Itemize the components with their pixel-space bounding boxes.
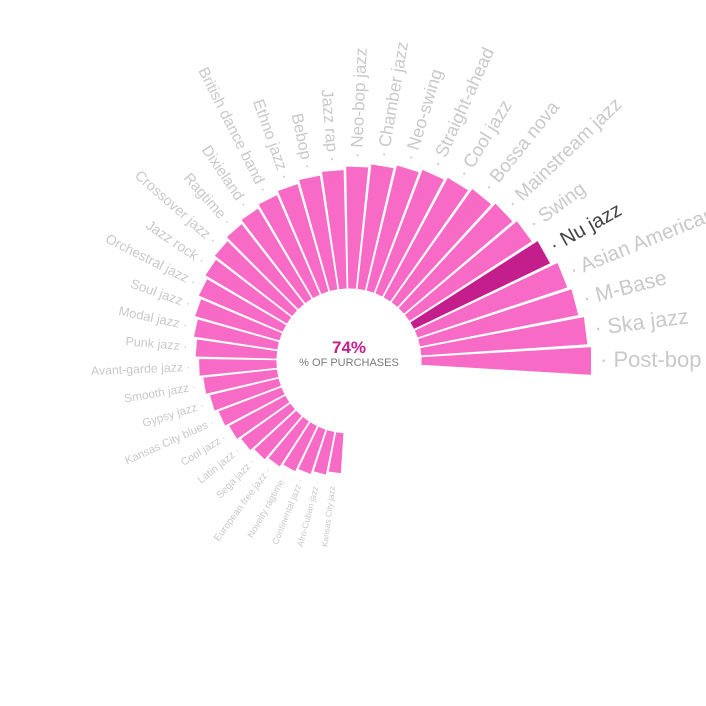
label-kansas-city-jazz: Kansas City jazz · (319, 480, 337, 547)
bar-soul-jazz[interactable] (193, 297, 284, 342)
bar-nu-jazz[interactable] (408, 239, 552, 331)
bar-latin-jazz[interactable] (239, 401, 297, 452)
label-ska-jazz: · Ska jazz (593, 303, 690, 340)
bar-post-bop[interactable] (420, 345, 593, 377)
bar-smooth-jazz[interactable] (201, 368, 280, 396)
bar-mainstream-jazz[interactable] (397, 201, 515, 316)
bar-orchestral-jazz[interactable] (197, 277, 288, 334)
bar-cool-jazz[interactable] (382, 176, 470, 303)
bar-kansas-city-jazz[interactable] (327, 431, 345, 475)
label-neo-bop-jazz: · Neo-bop jazz (347, 47, 371, 158)
center-label: % OF PURCHASES (299, 357, 399, 369)
bar-dixieland[interactable] (239, 206, 314, 305)
bar-sega-jazz[interactable] (252, 409, 304, 462)
bar-modal-jazz[interactable] (192, 317, 281, 351)
bar-continental-jazz[interactable] (296, 425, 327, 476)
bar-straight-ahead[interactable] (373, 168, 446, 299)
bar-jazz-rap[interactable] (320, 168, 348, 291)
bar-punk-jazz[interactable] (194, 338, 279, 360)
bar-chamber-jazz[interactable] (356, 163, 395, 292)
center-value: 74% (332, 338, 366, 357)
bar-european-free-jazz[interactable] (266, 415, 311, 469)
bar-afro-cuban-jazz[interactable] (312, 428, 336, 477)
bar-avant-garde-jazz[interactable] (197, 357, 279, 378)
bar-jazz-rock[interactable] (203, 258, 293, 326)
label-kansas-city-blues: Kansas City blues · (123, 417, 216, 468)
label-avant-garde-jazz: Avant-garde jazz · (91, 360, 191, 378)
chart-bars (192, 163, 593, 477)
bar-ragtime[interactable] (225, 222, 306, 311)
bar-bossa-nova[interactable] (389, 187, 493, 309)
bar-kansas-city-blues[interactable] (216, 385, 287, 428)
bar-crossover-jazz[interactable] (213, 239, 299, 318)
bar-bebop[interactable] (297, 174, 339, 293)
bar-gypsy-jazz[interactable] (208, 377, 283, 413)
label-smooth-jazz: Smooth jazz · (123, 379, 197, 405)
label-punk-jazz: Punk jazz · (125, 334, 188, 353)
label-post-bop: · Post-bop (600, 347, 702, 372)
label-bebop: Bebop · (288, 112, 318, 171)
bar-swing[interactable] (403, 219, 534, 323)
bar-m-base[interactable] (416, 287, 580, 348)
bar-novelty-ragtime[interactable] (281, 420, 319, 473)
bar-ethno-jazz[interactable] (276, 182, 330, 296)
label-jazz-rap: Jazz rap · (318, 89, 343, 163)
bar-neo-swing[interactable] (365, 163, 421, 295)
bar-asian-american[interactable] (413, 261, 569, 339)
bar-neo-bop-jazz[interactable] (344, 165, 370, 291)
bar-ska-jazz[interactable] (419, 315, 589, 357)
bar-cool-jazz[interactable] (227, 394, 291, 441)
bar-british-dance-band[interactable] (256, 193, 322, 300)
